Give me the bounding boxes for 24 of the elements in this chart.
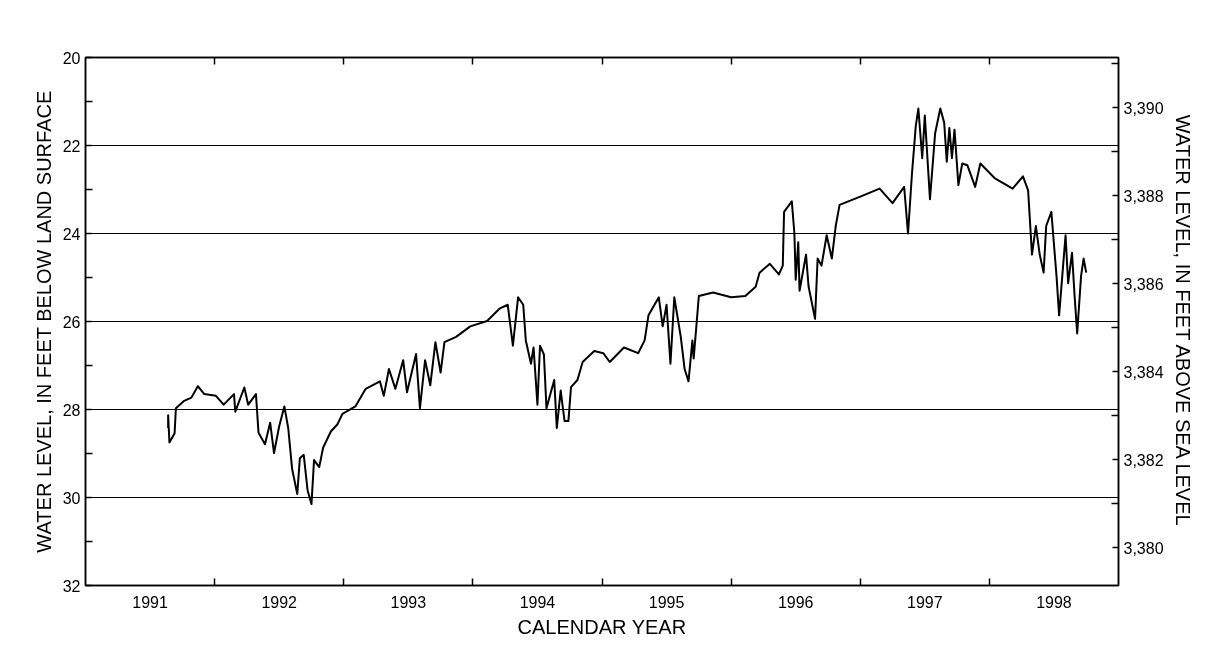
- y-tick-label: 28: [62, 401, 81, 419]
- y2-tick-label: 3,386: [1123, 275, 1164, 293]
- x-tick-label: 1998: [1036, 593, 1072, 611]
- y2-tick-label: 3,388: [1123, 187, 1164, 205]
- x-tick-label: 1994: [519, 593, 556, 611]
- x-tick-label: 1996: [777, 593, 814, 611]
- y2-tick-label: 3,380: [1123, 539, 1164, 557]
- x-tick-label: 1997: [907, 593, 943, 611]
- x-tick-label: 1995: [648, 593, 685, 611]
- y2-tick-label: 3,390: [1123, 99, 1164, 117]
- y-tick-label: 20: [62, 49, 81, 67]
- y2-tick-label: 3,382: [1123, 451, 1164, 469]
- y-tick-label: 24: [62, 225, 81, 243]
- y-axis-title: WATER LEVEL, IN FEET BELOW LAND SURFACE: [32, 90, 55, 553]
- x-tick-label: 1992: [261, 593, 298, 611]
- y2-axis-title: WATER LEVEL, IN FEET ABOVE SEA LEVEL: [1171, 114, 1194, 526]
- x-tick-label: 1993: [390, 593, 427, 611]
- y-tick-label: 32: [62, 577, 81, 595]
- y-tick-label: 22: [62, 137, 81, 155]
- y2-tick-label: 3,384: [1123, 363, 1164, 381]
- y-tick-label: 26: [62, 313, 81, 331]
- y-tick-label: 30: [62, 489, 81, 507]
- x-tick-label: 1991: [132, 593, 168, 611]
- x-axis-title: CALENDAR YEAR: [517, 615, 687, 638]
